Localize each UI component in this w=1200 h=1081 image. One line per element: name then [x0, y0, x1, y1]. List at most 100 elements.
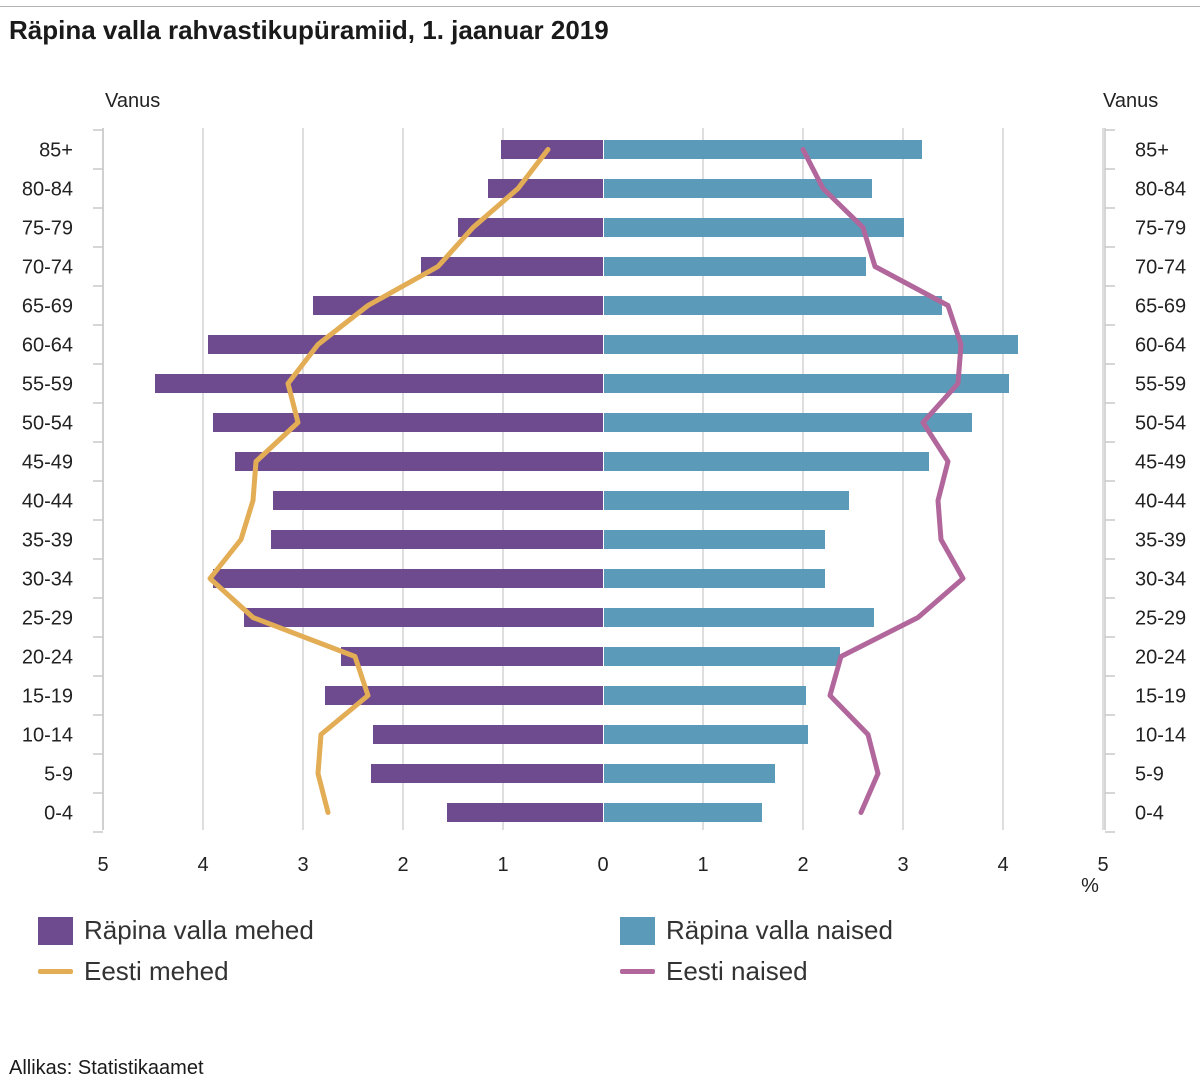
bar-naised-20-24: [604, 647, 840, 666]
line-layer: [207, 147, 966, 815]
category-label-right: 0-4: [1135, 803, 1164, 825]
category-label-left: 55-59: [22, 374, 73, 396]
category-label-left: 70-74: [22, 257, 73, 279]
bar-naised-40-44: [604, 491, 849, 510]
category-label-right: 15-19: [1135, 686, 1186, 708]
legend-swatch-naised: [620, 916, 655, 945]
x-tick-label: 1: [497, 854, 508, 876]
x-tick-label: 5: [97, 854, 108, 876]
legend-line-eesti-mehed: [38, 969, 73, 974]
category-label-left: 40-44: [22, 491, 73, 513]
bar-naised-0-4: [604, 803, 762, 822]
bar-mehed-30-34: [213, 569, 603, 588]
bar-mehed-60-64: [208, 335, 603, 354]
bar-naised-60-64: [604, 335, 1018, 354]
x-tick-label: 0: [597, 854, 608, 876]
legend-item-mehed: Räpina valla mehed: [38, 915, 314, 946]
line-eesti-mehed: [207, 147, 551, 815]
category-label-left: 50-54: [22, 413, 73, 435]
category-label-right: 10-14: [1135, 725, 1186, 747]
x-tick-label: 4: [197, 854, 208, 876]
x-tick-label: 5: [1097, 854, 1108, 876]
chart-title: Räpina valla rahvastikupüramiid, 1. jaan…: [9, 15, 609, 45]
bar-mehed-50-54: [213, 413, 603, 432]
x-tick-label: 3: [297, 854, 308, 876]
bar-mehed-5-9: [371, 764, 603, 783]
category-label-right: 80-84: [1135, 179, 1186, 201]
category-label-right: 35-39: [1135, 530, 1186, 552]
bar-mehed-65-69: [313, 296, 603, 315]
bar-naised-70-74: [604, 257, 866, 276]
category-label-right: 65-69: [1135, 296, 1186, 318]
y-axis-title-left: Vanus: [105, 90, 160, 112]
line-eesti-naised: [800, 147, 966, 815]
category-label-right: 40-44: [1135, 491, 1186, 513]
bar-mehed-25-29: [244, 608, 603, 627]
bar-naised-80-84: [604, 179, 872, 198]
legend-item-naised: Räpina valla naised: [620, 915, 893, 946]
category-label-right: 85+: [1135, 140, 1169, 162]
legend-item-eesti-mehed: Eesti mehed: [38, 956, 229, 987]
category-label-left: 85+: [39, 140, 73, 162]
bar-mehed-15-19: [325, 686, 603, 705]
bar-mehed-75-79: [458, 218, 603, 237]
category-label-left: 30-34: [22, 569, 73, 591]
category-label-left: 10-14: [22, 725, 73, 747]
category-label-right: 55-59: [1135, 374, 1186, 396]
category-label-right: 70-74: [1135, 257, 1186, 279]
category-label-right: 60-64: [1135, 335, 1186, 357]
category-label-left: 5-9: [44, 764, 73, 786]
category-label-right: 75-79: [1135, 218, 1186, 240]
y-axis-title-right: Vanus: [1103, 90, 1158, 112]
bar-naised-25-29: [604, 608, 874, 627]
category-label-right: 20-24: [1135, 647, 1186, 669]
x-unit-label: %: [1081, 875, 1099, 897]
category-label-left: 60-64: [22, 335, 73, 357]
bar-naised-10-14: [604, 725, 808, 744]
category-label-left: 15-19: [22, 686, 73, 708]
x-tick-label: 1: [697, 854, 708, 876]
legend-label-naised: Räpina valla naised: [666, 915, 893, 945]
category-label-left: 0-4: [44, 803, 73, 825]
bar-mehed-85+: [501, 140, 603, 159]
bar-naised-50-54: [604, 413, 972, 432]
category-label-right: 50-54: [1135, 413, 1186, 435]
legend-swatch-mehed: [38, 916, 73, 945]
category-label-left: 80-84: [22, 179, 73, 201]
bar-naised-55-59: [604, 374, 1009, 393]
legend-line-eesti-naised: [620, 969, 655, 974]
axis-labels-layer: 85+ 85+ 80-84 80-84 75-79 75-79 70-74 70-74 65-6…: [22, 90, 1186, 897]
bar-mehed-80-84: [488, 179, 603, 198]
category-label-right: 45-49: [1135, 452, 1186, 474]
bar-layer: [155, 140, 1018, 822]
category-label-right: 30-34: [1135, 569, 1186, 591]
x-tick-label: 3: [897, 854, 908, 876]
bar-naised-45-49: [604, 452, 929, 471]
bar-mehed-55-59: [155, 374, 603, 393]
x-tick-label: 2: [797, 854, 808, 876]
bar-naised-5-9: [604, 764, 775, 783]
category-label-left: 65-69: [22, 296, 73, 318]
bar-naised-15-19: [604, 686, 806, 705]
bar-mehed-35-39: [271, 530, 603, 549]
category-label-left: 35-39: [22, 530, 73, 552]
legend-item-eesti-naised: Eesti naised: [620, 956, 808, 987]
bar-naised-35-39: [604, 530, 825, 549]
bar-mehed-20-24: [341, 647, 603, 666]
bar-naised-85+: [604, 140, 922, 159]
legend-label-eesti-naised: Eesti naised: [666, 956, 808, 986]
category-label-left: 25-29: [22, 608, 73, 630]
bar-naised-65-69: [604, 296, 942, 315]
bar-mehed-45-49: [235, 452, 603, 471]
bar-naised-30-34: [604, 569, 825, 588]
category-label-right: 5-9: [1135, 764, 1164, 786]
x-tick-label: 4: [997, 854, 1008, 876]
grid-layer: [93, 128, 1115, 833]
bar-mehed-0-4: [447, 803, 603, 822]
category-label-right: 25-29: [1135, 608, 1186, 630]
bar-mehed-40-44: [273, 491, 603, 510]
category-label-left: 20-24: [22, 647, 73, 669]
x-tick-label: 2: [397, 854, 408, 876]
bar-mehed-70-74: [421, 257, 603, 276]
